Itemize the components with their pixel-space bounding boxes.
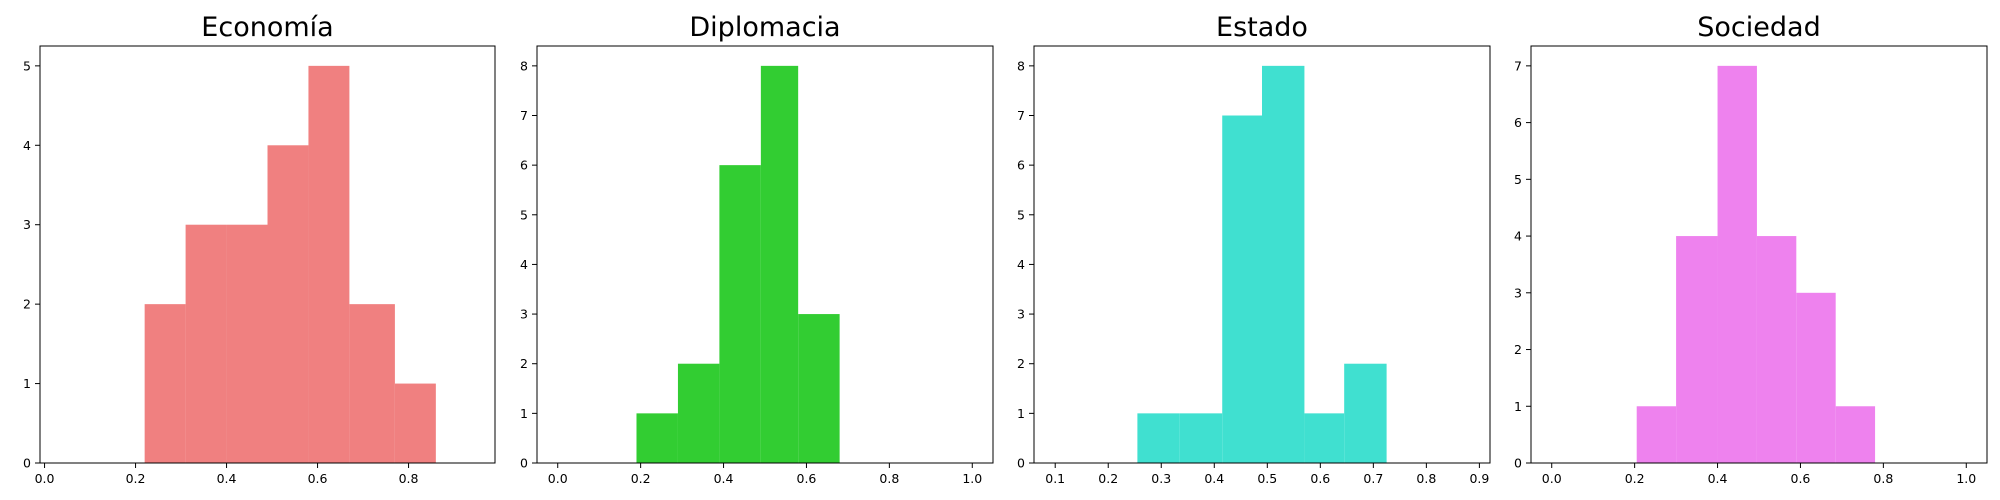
y-tick-label: 3 [1017,307,1025,322]
x-tick-label: 1.0 [962,471,982,486]
histogram-bar [1756,236,1797,463]
histogram-bar [1835,406,1876,463]
y-tick-label: 2 [520,356,528,371]
x-tick-label: 0.4 [1204,471,1224,486]
y-tick-label: 2 [1017,356,1025,371]
y-tick-label: 4 [1514,229,1522,244]
chart-title: Estado [1216,12,1308,43]
histogram-bar [719,165,761,463]
x-tick-label: 0.5 [1257,471,1277,486]
histogram-panel-0: 0.0 0.2 0.4 0.6 0.8 0 1 2 3 4 5 Economía [23,12,496,486]
histogram-bar [1636,406,1677,463]
x-tick-label: 0.0 [548,471,568,486]
x-tick-label: 0.8 [399,471,419,486]
histogram-bar [1262,65,1305,463]
chart-title: Sociedad [1697,12,1820,43]
y-tick-label: 7 [520,108,528,123]
y-tick-label: 8 [1017,58,1025,73]
histogram-bar [1676,236,1718,463]
histogram-bar [394,383,436,463]
y-tick-label: 0 [1514,456,1522,471]
x-tick-label: 0.6 [797,471,817,486]
chart-title: Economía [201,12,333,43]
y-tick-label: 0 [1017,456,1025,471]
histogram-bar [760,65,799,463]
y-tick-label: 2 [1514,342,1522,357]
x-tick-label: 0.9 [1469,471,1489,486]
axes-frame [1530,45,1988,464]
y-tick-label: 3 [23,217,31,232]
y-tick-label: 7 [1514,58,1522,73]
x-tick-label: 0.6 [308,471,328,486]
x-tick-label: 0.2 [631,471,651,486]
x-tick-label: 0.2 [1098,471,1118,486]
y-tick-label: 8 [520,58,528,73]
x-tick-label: 0.2 [1625,471,1645,486]
histogram-bar [267,145,309,464]
y-tick-label: 1 [1017,406,1025,421]
histogram-panel-2: 0.1 0.2 0.3 0.4 0.5 0.6 0.7 0.8 0.9 0 1 2 3 4 5 6 7 8 Esta… [1017,12,1491,486]
y-tick-label: 5 [520,207,528,222]
y-tick-label: 2 [23,297,31,312]
x-tick-label: 0.8 [1873,471,1893,486]
histogram-bar [1796,292,1836,463]
x-tick-label: 0.4 [1708,471,1728,486]
histogram-bar [677,363,720,463]
histogram-bar [1222,115,1262,463]
x-tick-label: 0.8 [1416,471,1436,486]
y-tick-label: 0 [23,456,31,471]
histogram-bar [185,224,227,463]
chart-title: Diplomacia [689,12,840,43]
y-tick-label: 7 [1017,108,1025,123]
x-tick-label: 0.4 [714,471,734,486]
y-tick-label: 0 [520,456,528,471]
axes-frame [536,45,994,464]
axes-frame [1033,45,1491,464]
y-tick-label: 5 [1514,172,1522,187]
y-tick-label: 3 [1514,285,1522,300]
x-tick-label: 0.6 [1791,471,1811,486]
x-tick-label: 0.6 [1310,471,1330,486]
histogram-bar [1304,413,1345,463]
y-tick-label: 6 [1514,115,1522,130]
y-tick-label: 4 [23,138,31,153]
y-tick-label: 5 [23,58,31,73]
histogram-bar [1717,65,1757,463]
histogram-bar [226,224,268,463]
x-tick-label: 0.2 [126,471,146,486]
x-tick-label: 0.1 [1045,471,1065,486]
y-tick-label: 1 [520,406,528,421]
histogram-bar [349,304,395,463]
histogram-bar [1137,413,1180,463]
histogram-bar [798,314,840,463]
histogram-panel-3: 0.0 0.2 0.4 0.6 0.8 1.0 0 1 2 3 4 5 6 7 Sociedad [1514,12,1988,486]
x-tick-label: 0.0 [1542,471,1562,486]
axes-frame [39,45,496,464]
histogram-panel-1: 0.0 0.2 0.4 0.6 0.8 1.0 0 1 2 3 4 5 6 7 8 Diplomacia [520,12,994,486]
histogram-bar [636,413,678,463]
x-tick-label: 0.3 [1151,471,1171,486]
x-tick-label: 0.7 [1363,471,1383,486]
x-tick-label: 0.0 [35,471,55,486]
y-tick-label: 6 [1017,158,1025,173]
histogram-bar [1179,413,1223,463]
y-tick-label: 1 [1514,399,1522,414]
y-tick-label: 4 [1017,257,1025,272]
y-tick-label: 3 [520,307,528,322]
y-tick-label: 4 [520,257,528,272]
histogram-bar [308,65,350,463]
histogram-bar [1344,363,1387,463]
y-tick-label: 1 [23,376,31,391]
histogram-bar [144,304,186,463]
y-tick-label: 5 [1017,207,1025,222]
x-tick-label: 0.4 [217,471,237,486]
x-tick-label: 0.8 [879,471,899,486]
x-tick-label: 1.0 [1956,471,1976,486]
y-tick-label: 6 [520,158,528,173]
